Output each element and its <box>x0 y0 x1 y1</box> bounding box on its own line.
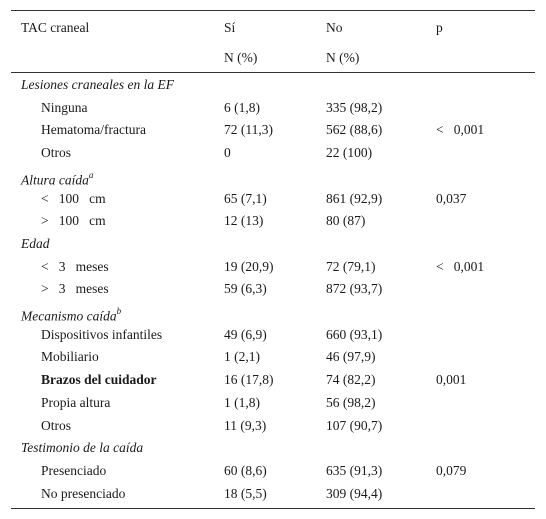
header-si: Sí <box>224 20 236 35</box>
category-row: Mecanismo caídab <box>21 304 121 325</box>
cell-si: 1 (2,1) <box>224 349 260 364</box>
row-label: Mobiliario <box>41 349 99 364</box>
header-tac-craneal: TAC craneal <box>21 20 90 35</box>
cell-no: 861 (92,9) <box>326 191 383 206</box>
category-row: Edad <box>21 236 50 252</box>
cell-no: 309 (94,4) <box>326 486 383 501</box>
cell-p: 0,001 <box>436 372 467 387</box>
cell-si: 49 (6,9) <box>224 327 267 342</box>
cell-si: 12 (13) <box>224 213 264 228</box>
cell-no: 335 (98,2) <box>326 100 383 115</box>
row-label: Hematoma/fractura <box>41 122 146 137</box>
cell-no: 660 (93,1) <box>326 327 383 342</box>
cell-no: 872 (93,7) <box>326 281 383 296</box>
cell-si: 1 (1,8) <box>224 395 260 410</box>
bottom-rule <box>11 508 535 509</box>
row-label: Presenciado <box>41 463 107 478</box>
cell-si: 65 (7,1) <box>224 191 267 206</box>
header-no-subtitle: N (%) <box>326 50 360 65</box>
category-label: Testimonio de la caída <box>21 440 144 455</box>
footnote-marker: b <box>116 306 122 316</box>
row-label: > 3 meses <box>41 281 109 296</box>
cell-no: 635 (91,3) <box>326 463 383 478</box>
cell-si: 16 (17,8) <box>224 372 274 387</box>
cell-si: 59 (6,3) <box>224 281 267 296</box>
cell-no: 80 (87) <box>326 213 366 228</box>
cell-p: 0,079 <box>436 463 467 478</box>
cell-p: < 0,001 <box>436 259 485 274</box>
row-label: < 100 cm <box>41 191 106 206</box>
cell-no: 46 (97,9) <box>326 349 376 364</box>
category-row: Lesiones craneales en la EF <box>21 77 174 93</box>
cell-si: 18 (5,5) <box>224 486 267 501</box>
cell-si: 6 (1,8) <box>224 100 260 115</box>
category-label: Mecanismo caída <box>21 308 117 324</box>
row-label: Brazos del cuidador <box>41 372 157 387</box>
top-rule <box>11 10 535 11</box>
cell-si: 19 (20,9) <box>224 259 274 274</box>
row-label: Ninguna <box>41 100 88 115</box>
cell-no: 74 (82,2) <box>326 372 376 387</box>
cell-p: 0,037 <box>436 191 467 206</box>
row-label: > 100 cm <box>41 213 106 228</box>
cell-no: 562 (88,6) <box>326 122 383 137</box>
row-label: Dispositivos infantiles <box>41 327 163 342</box>
header-rule <box>11 72 535 73</box>
cell-no: 22 (100) <box>326 145 373 160</box>
cell-no: 72 (79,1) <box>326 259 376 274</box>
cell-no: 56 (98,2) <box>326 395 376 410</box>
cell-si: 11 (9,3) <box>224 418 267 433</box>
header-si-subtitle: N (%) <box>224 50 258 65</box>
category-label: Edad <box>21 236 50 251</box>
row-label: Propia altura <box>41 395 111 410</box>
row-label: No presenciado <box>41 486 126 501</box>
cell-si: 0 <box>224 145 231 160</box>
row-label: < 3 meses <box>41 259 109 274</box>
category-label: Altura caída <box>21 172 89 188</box>
row-label: Otros <box>41 145 71 160</box>
footnote-marker: a <box>88 170 94 180</box>
header-no: No <box>326 20 343 35</box>
cell-p: < 0,001 <box>436 122 485 137</box>
cell-no: 107 (90,7) <box>326 418 383 433</box>
category-label: Lesiones craneales en la EF <box>21 77 174 92</box>
row-label: Otros <box>41 418 71 433</box>
category-row: Altura caídaa <box>21 168 93 189</box>
header-p: p <box>436 20 443 35</box>
cell-si: 72 (11,3) <box>224 122 273 137</box>
cell-si: 60 (8,6) <box>224 463 267 478</box>
category-row: Testimonio de la caída <box>21 440 143 456</box>
